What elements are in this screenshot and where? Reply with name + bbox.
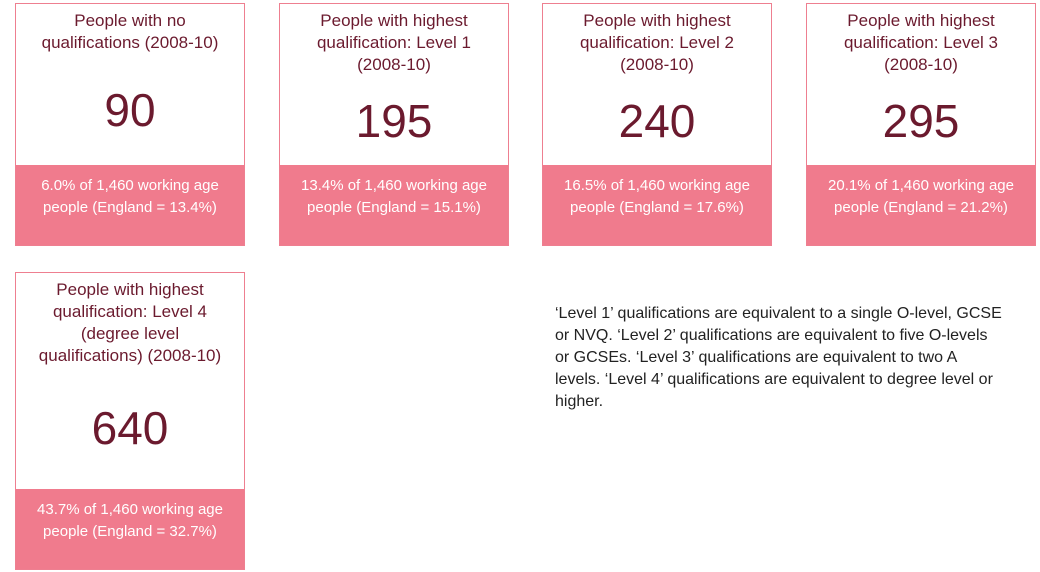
card-title: People with no qualifications (2008-10) — [41, 11, 219, 52]
note: ‘Level 1’ qualifications are equivalent … — [555, 305, 1002, 410]
card-title: People with highest qualification: Level… — [579, 11, 735, 74]
card-footer: 16.5% of 1,460 working age people (Engla… — [543, 165, 771, 245]
card-footer: 13.4% of 1,460 working age people (Engla… — [280, 165, 508, 245]
card-value: 295 — [882, 94, 960, 147]
card-value: 195 — [355, 94, 433, 147]
card-footer: 6.0% of 1,460 working age people (Englan… — [16, 165, 244, 245]
card-value: 240 — [618, 94, 696, 147]
card-value: 640 — [91, 402, 169, 454]
card-footer: 20.1% of 1,460 working age people (Engla… — [807, 165, 1035, 245]
card: People with highest qualification: Level… — [279, 3, 509, 246]
card-title: People with highest qualification: Level… — [316, 11, 472, 74]
card: People with highest qualification: Level… — [806, 3, 1036, 246]
card-value: 90 — [104, 83, 156, 136]
card: People with highest qualification: Level… — [15, 272, 245, 570]
card-title: People with highest qualification: Level… — [843, 11, 999, 74]
card: People with no qualifications (2008-10) … — [15, 3, 245, 246]
card: People with highest qualification: Level… — [542, 3, 772, 246]
card-title: People with highest qualification: Level… — [38, 280, 222, 365]
card-footer: 43.7% of 1,460 working age people (Engla… — [16, 489, 244, 569]
